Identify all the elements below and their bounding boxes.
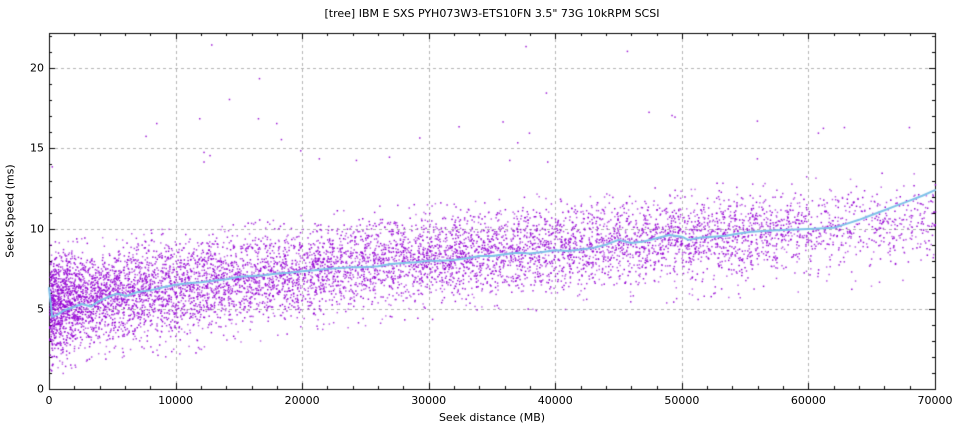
x-tick-label-0: 0 bbox=[45, 394, 53, 407]
x-tick-label-70000: 70000 bbox=[917, 394, 953, 407]
chart-title: [tree] IBM E SXS PYH073W3-ETS10FN 3.5" 7… bbox=[324, 7, 660, 20]
y-tick-label-15: 15 bbox=[30, 141, 44, 155]
y-tick-label-0: 0 bbox=[37, 382, 44, 396]
x-tick-label-40000: 40000 bbox=[537, 394, 573, 407]
x-axis-label: Seek distance (MB) bbox=[438, 411, 546, 424]
y-tick-label-10: 10 bbox=[30, 222, 44, 236]
y-axis-label: Seek Speed (ms) bbox=[3, 164, 17, 258]
y-tick-label-20: 20 bbox=[30, 61, 44, 75]
x-tick-label-30000: 30000 bbox=[411, 394, 447, 407]
y-tick-label-5: 5 bbox=[37, 302, 44, 316]
x-tick-label-20000: 20000 bbox=[284, 394, 320, 407]
x-tick-label-60000: 60000 bbox=[790, 394, 826, 407]
x-tick-label-50000: 50000 bbox=[664, 394, 700, 407]
x-tick-label-10000: 10000 bbox=[158, 394, 194, 407]
